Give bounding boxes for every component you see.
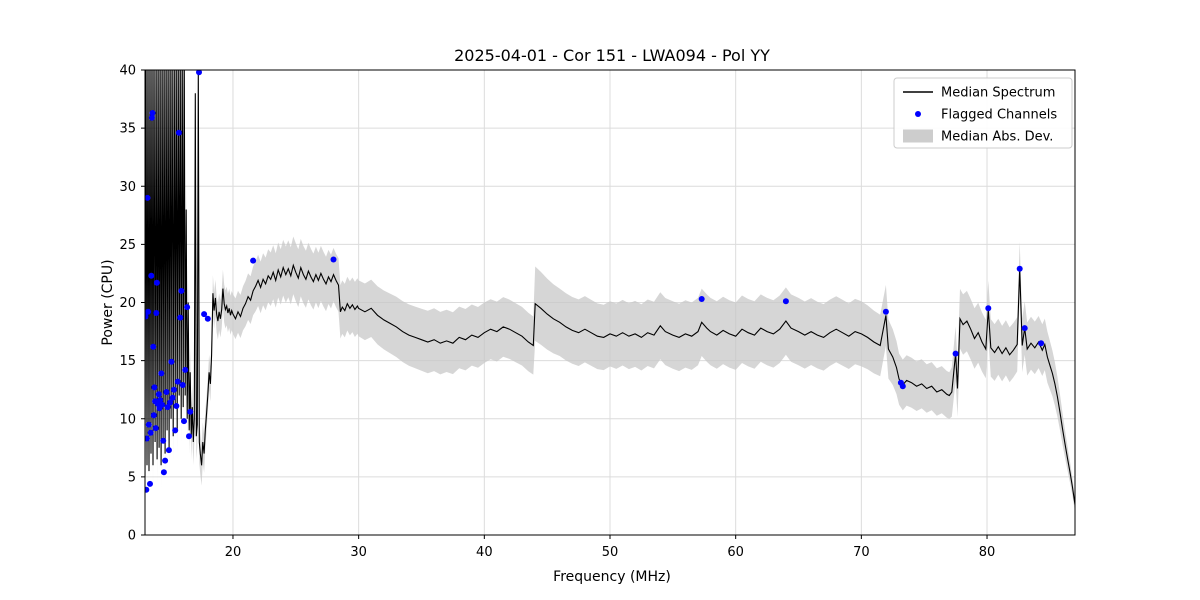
x-tick-label: 30 — [350, 545, 367, 560]
legend-item-label: Flagged Channels — [941, 108, 1057, 123]
y-tick-label: 15 — [119, 354, 136, 369]
x-tick-label: 50 — [602, 545, 619, 560]
flagged-channel-dot — [173, 403, 180, 409]
flagged-channel-dot — [145, 421, 152, 428]
y-tick-label: 35 — [119, 122, 136, 137]
flagged-channel-dot — [899, 383, 906, 390]
flagged-channel-dot — [250, 257, 257, 264]
flagged-channel-dot — [151, 384, 158, 391]
flagged-channel-dot — [145, 486, 150, 493]
flagged-channel-dot — [145, 313, 149, 320]
flagged-channel-dot — [186, 433, 192, 440]
flagged-channel-dot — [1038, 340, 1045, 347]
legend-marker-sample — [915, 111, 921, 117]
flagged-channel-dot — [985, 305, 992, 312]
flagged-channel-dot — [168, 358, 175, 365]
flagged-channel-dot — [152, 425, 159, 432]
flagged-channel-dot — [145, 308, 152, 315]
flagged-channel-dot — [178, 287, 185, 294]
flagged-channel-dot — [163, 389, 170, 395]
flagged-channel-dot — [145, 435, 150, 442]
flagged-channel-dot — [1016, 265, 1023, 272]
flagged-channel-dot — [147, 480, 153, 487]
flagged-channel-dot — [150, 343, 157, 350]
flagged-channel-dot — [150, 412, 157, 419]
flagged-channel-dot — [162, 457, 169, 464]
flagged-channel-dot — [164, 404, 171, 411]
flagged-channel-dot — [1021, 325, 1028, 332]
flagged-channel-dot — [148, 272, 155, 279]
x-tick-label: 20 — [225, 545, 242, 560]
x-tick-label: 70 — [853, 545, 870, 560]
y-tick-label: 0 — [128, 529, 136, 544]
flagged-channel-dot — [330, 256, 337, 263]
x-tick-label: 60 — [727, 545, 744, 560]
flagged-channel-dot — [182, 366, 189, 373]
flagged-channel-dot — [782, 298, 789, 305]
flagged-channel-dot — [196, 70, 202, 76]
flagged-channel-dot — [160, 437, 167, 444]
flagged-channel-dot — [147, 429, 154, 436]
flagged-channel-dot — [159, 401, 165, 408]
flagged-channel-dot — [952, 350, 959, 357]
legend-item-label: Median Spectrum — [941, 86, 1055, 101]
legend-box — [893, 77, 1073, 149]
y-axis-label: Power (CPU) — [100, 259, 116, 345]
flagged-channel-dot — [204, 315, 211, 322]
flagged-channel-dot — [172, 427, 179, 434]
flagged-channel-dot — [157, 397, 164, 404]
median-spectrum-line — [145, 70, 1075, 505]
flagged-channel-dot — [174, 378, 181, 385]
flagged-channel-dot — [184, 304, 191, 311]
y-tick-label: 25 — [119, 238, 136, 253]
legend-item-label: Median Abs. Dev. — [941, 130, 1053, 145]
x-tick-label: 40 — [476, 545, 493, 560]
flagged-channel-dot — [149, 110, 156, 116]
flagged-channel-dot — [177, 314, 184, 321]
flagged-channel-dot — [201, 311, 208, 318]
legend-patch-sample — [903, 129, 933, 143]
x-axis-label: Frequency (MHz) — [553, 569, 671, 585]
flagged-channel-dot — [181, 418, 187, 425]
flagged-channel-dot — [160, 469, 167, 476]
y-tick-label: 5 — [128, 470, 136, 485]
flagged-channel-dot — [169, 394, 176, 401]
x-axis: 20 30 40 50 60 70 80 — [225, 535, 996, 560]
flagged-channel-dot — [153, 279, 160, 286]
flagged-channel-dot — [698, 296, 705, 302]
chart-title: 2025-04-01 - Cor 151 - LWA094 - Pol YY — [454, 46, 770, 65]
flagged-channel-dot — [167, 399, 174, 406]
y-tick-label: 30 — [119, 180, 136, 195]
flagged-channel-dot — [187, 408, 194, 415]
median-abs-dev-band — [145, 70, 1075, 512]
y-axis: 0 5 10 15 20 25 30 35 40 — [119, 64, 145, 544]
x-tick-label: 80 — [979, 545, 996, 560]
flagged-channel-dot — [165, 447, 172, 454]
flagged-channel-dot — [179, 382, 186, 388]
flagged-channel-dot — [155, 391, 162, 398]
median-abs-dev-polygon — [145, 70, 1075, 512]
flagged-channel-dot — [882, 308, 889, 315]
y-tick-label: 20 — [119, 296, 136, 311]
flagged-channel-dot — [170, 386, 177, 393]
y-tick-label: 10 — [119, 412, 136, 427]
y-tick-label: 40 — [119, 64, 136, 79]
flagged-channel-dots — [145, 70, 1045, 493]
flagged-channel-dot — [158, 370, 165, 377]
flagged-channel-dot — [175, 129, 182, 136]
flagged-channel-dot — [145, 194, 151, 201]
median-spectrum-path — [145, 70, 1075, 505]
legend: Median Spectrum Flagged Channels Median Ab… — [893, 77, 1073, 149]
flagged-channel-dot — [153, 310, 160, 316]
flagged-channel-dot — [148, 114, 155, 121]
